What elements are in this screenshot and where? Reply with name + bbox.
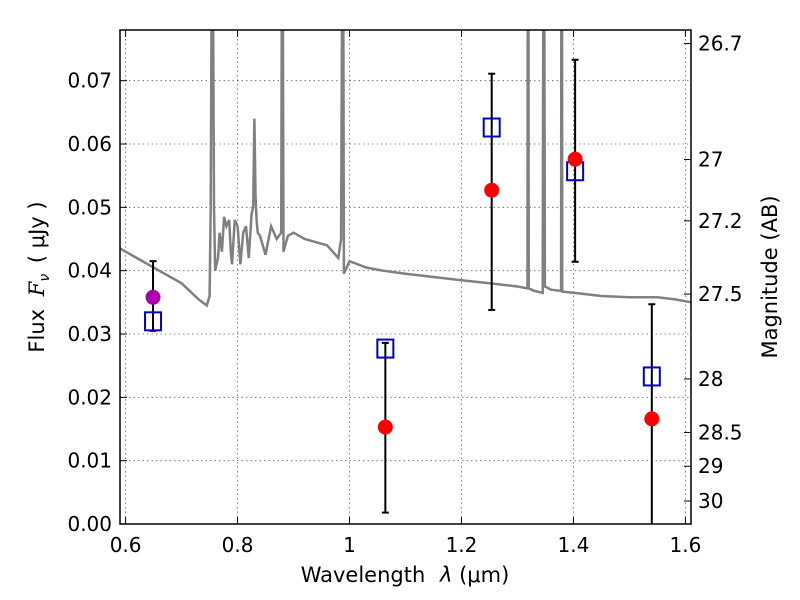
y-tick-label: 0.04 [67, 259, 112, 283]
error-bars [149, 58, 656, 524]
y2-tick-label: 27.2 [698, 209, 743, 233]
x-axis-label-symbol: λ [439, 563, 452, 587]
observed-points [145, 151, 660, 435]
y-tick-label: 0.05 [67, 195, 112, 219]
y-tick-label: 0.06 [67, 132, 112, 156]
grid-lines [120, 30, 691, 525]
y2-tick-label: 27.5 [698, 282, 743, 306]
y2-tick-label: 28 [698, 367, 723, 391]
y-tick-label: 0.01 [67, 449, 112, 473]
y-tick-label: 0.03 [67, 322, 112, 346]
x-axis-label-unit: (μm) [459, 563, 509, 587]
x-tick-label: 0.6 [110, 533, 142, 557]
y-tick-label: 0.02 [67, 385, 112, 409]
y-axis-label: Flux Fν ( μJy ) [25, 201, 53, 352]
model-photometry-box [376, 338, 395, 359]
model-spectrum-line [120, 30, 691, 308]
y2-tick-label: 30 [698, 489, 723, 513]
observed-point [567, 151, 583, 167]
y-tick-label: 0.07 [67, 69, 112, 93]
model-photometry-boxes [144, 117, 661, 387]
y-axis-label-text: Flux [25, 309, 49, 353]
y-tick-label: 0.00 [67, 512, 112, 536]
plot-frame [119, 29, 692, 525]
observed-point [484, 182, 500, 198]
x-tick-label: 1.4 [558, 533, 590, 557]
y2-tick-label: 27 [698, 148, 723, 172]
observed-point [644, 411, 660, 427]
axis-ticks: 0.6 0.8 1 1.2 1.4 1.6 0.00 0.01 0.02 0.03 0.04 0.05… [67, 30, 743, 557]
y2-axis-label: Magnitude (AB) [758, 195, 782, 358]
x-axis-label: Wavelength λ (μm) [301, 563, 510, 587]
x-tick-label: 0.8 [222, 533, 254, 557]
y-axis-label-symbol: F [25, 280, 49, 297]
x-tick-label: 1 [343, 533, 356, 557]
x-tick-label: 1.2 [446, 533, 478, 557]
model-photometry-box [482, 117, 501, 138]
y-axis-label-subscript: ν [37, 274, 53, 282]
y2-tick-label: 26.7 [698, 32, 743, 56]
y2-tick-label: 28.5 [698, 420, 743, 444]
model-photometry-box [642, 366, 661, 387]
x-axis-label-text: Wavelength [301, 563, 426, 587]
y-axis-label-unit: ( μJy ) [25, 201, 49, 263]
observed-point [145, 289, 161, 305]
observed-point [377, 419, 393, 435]
x-tick-label: 1.6 [669, 533, 701, 557]
y2-tick-label: 29 [698, 454, 723, 478]
plot-area [120, 30, 691, 524]
model-photometry-box [144, 311, 163, 332]
